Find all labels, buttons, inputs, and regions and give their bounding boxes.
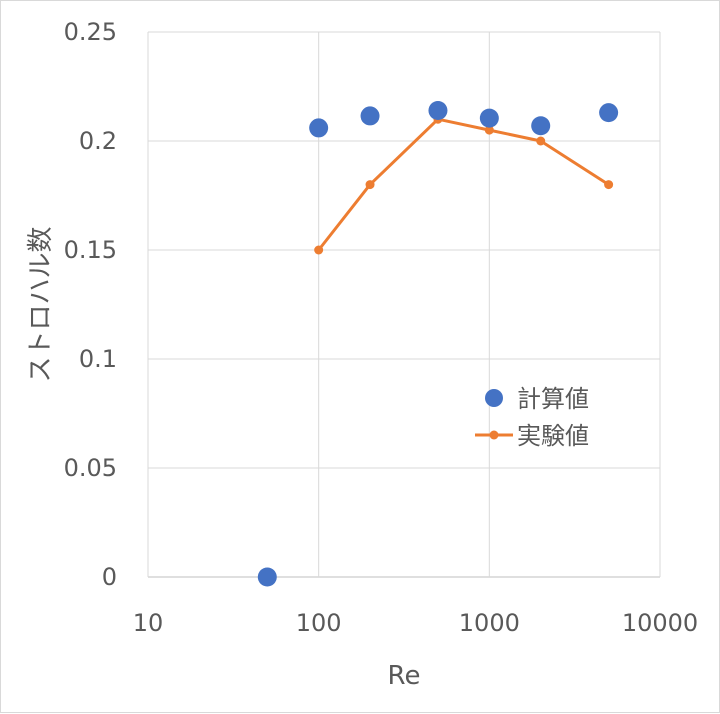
data-point-calculated <box>599 103 619 123</box>
x-tick-label: 10 <box>133 609 164 637</box>
y-tick-label: 0.05 <box>64 454 117 482</box>
y-tick-label: 0.1 <box>79 345 117 373</box>
data-point-calculated <box>257 567 277 587</box>
y-tick-label: 0.2 <box>79 127 117 155</box>
data-point-experimental <box>365 180 375 190</box>
data-point-calculated <box>360 106 380 126</box>
data-point-calculated <box>309 118 329 138</box>
tick-labels: 0 0.05 0.1 0.15 0.2 0.25 10 100 1000 10000 <box>64 18 699 637</box>
legend: 計算値 実験値 <box>475 385 589 450</box>
data-point-experimental <box>604 180 614 190</box>
y-tick-label: 0.25 <box>64 18 117 46</box>
x-tick-label: 10000 <box>622 609 698 637</box>
y-tick-label: 0.15 <box>64 236 117 264</box>
legend-label-experimental: 実験値 <box>517 422 589 450</box>
legend-label-calculated: 計算値 <box>517 385 589 413</box>
grid-lines <box>147 31 661 578</box>
x-tick-label: 1000 <box>459 609 520 637</box>
data-point-experimental <box>484 125 494 135</box>
data-point-calculated <box>479 108 499 128</box>
legend-marker-calculated <box>485 389 503 407</box>
series-line-experimental <box>317 117 610 251</box>
series-layer <box>257 100 619 587</box>
data-point-experimental <box>314 245 324 255</box>
data-point-calculated <box>531 116 551 136</box>
data-point-experimental <box>536 136 546 146</box>
y-axis-title: ストロハル数 <box>26 226 56 382</box>
legend-marker-experimental <box>489 430 499 440</box>
x-axis-title: Re <box>388 661 421 691</box>
x-tick-label: 100 <box>296 609 342 637</box>
y-tick-label: 0 <box>102 563 117 591</box>
data-point-calculated <box>428 100 448 120</box>
